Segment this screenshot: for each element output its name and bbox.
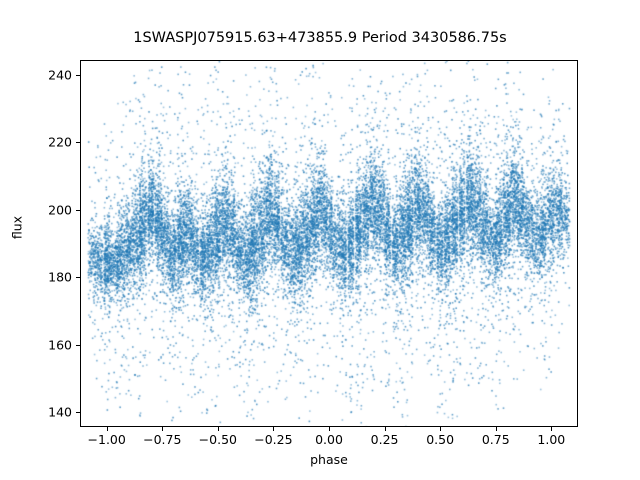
y-tick-label: 220: [48, 134, 72, 150]
y-tick-mark: [76, 209, 80, 211]
y-tick-label: 240: [48, 67, 72, 83]
x-axis-label: phase: [310, 452, 348, 467]
page-title: 1SWASPJ075915.63+473855.9 Period 3430586…: [133, 30, 507, 46]
x-tick-mark: [495, 427, 497, 431]
x-tick-label: 1.00: [537, 432, 566, 447]
x-tick-mark: [162, 427, 164, 431]
x-tick-mark: [217, 427, 219, 431]
x-tick-label: 0.25: [370, 432, 399, 447]
x-tick-mark: [106, 427, 108, 431]
y-tick-label: 200: [48, 202, 72, 218]
y-tick-label: 140: [48, 404, 72, 420]
y-tick-mark: [76, 142, 80, 144]
y-tick-mark: [76, 75, 80, 77]
y-axis-label: flux: [9, 215, 25, 240]
x-tick-mark: [329, 427, 330, 431]
x-tick-label: 0.75: [481, 432, 510, 447]
x-tick-label: 0.50: [426, 432, 455, 447]
x-tick-label: −0.50: [198, 432, 237, 447]
x-tick-mark: [273, 427, 275, 431]
x-tick-label: −1.00: [87, 432, 126, 447]
y-axis-tick-labels: 140 160 180 200 220 240: [20, 0, 72, 480]
y-tick-mark: [76, 344, 80, 346]
x-tick-label: −0.75: [143, 432, 182, 447]
x-tick-label: −0.25: [254, 432, 293, 447]
x-tick-label: 0.00: [315, 432, 343, 447]
y-tick-mark: [76, 277, 80, 279]
x-tick-mark: [551, 427, 553, 431]
y-tick-label: 180: [48, 269, 72, 285]
y-tick-mark: [76, 411, 80, 413]
plot-axes-area: [80, 60, 578, 427]
x-tick-mark: [384, 427, 386, 431]
y-tick-label: 160: [48, 337, 72, 352]
x-tick-mark: [440, 427, 442, 431]
scatter-data-layer: [81, 61, 577, 426]
